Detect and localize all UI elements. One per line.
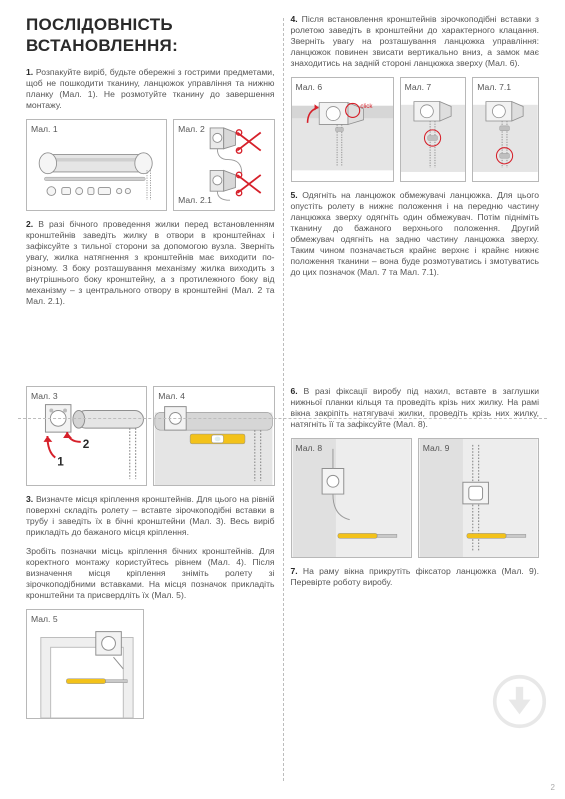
step-3-num: 3. [26, 494, 33, 504]
step-5: 5. Одягніть на ланцюжок обмежувачі ланцю… [291, 190, 540, 278]
figure-5: Мал. 5 [26, 609, 144, 719]
fig-row-8-9: Мал. 8 Мал. 9 [291, 438, 540, 558]
step-7: 7. На раму вікна прикрутіть фіксатор лан… [291, 566, 540, 588]
figure-21-label: Мал. 2.1 [178, 195, 212, 206]
step-1: 1. Розпакуйте виріб, будьте обережні з г… [26, 67, 275, 111]
figure-3: Мал. 3 2 1 [26, 386, 147, 486]
step-3a: 3. Визначте місця кріплення кронштейнів.… [26, 494, 275, 538]
figure-71-label: Мал. 7.1 [477, 82, 511, 93]
step-7-text: На раму вікна прикрутіть фіксатор ланцюж… [291, 566, 540, 587]
figure-7: Мал. 7 [400, 77, 467, 182]
svg-text:1: 1 [57, 456, 64, 469]
step-4: 4. Після встановлення кронштейнів зірочк… [291, 14, 540, 69]
fig-row-5: Мал. 5 [26, 609, 275, 719]
step-4-text: Після встановлення кронштейнів зірочкопо… [291, 14, 540, 68]
step-2-num: 2. [26, 219, 33, 229]
step-1-text: Розпакуйте виріб, будьте обережні з гост… [26, 67, 275, 110]
svg-text:2: 2 [83, 438, 90, 451]
step-4-num: 4. [291, 14, 298, 24]
figure-4: Мал. 4 [153, 386, 274, 486]
figure-3-label: Мал. 3 [31, 391, 58, 402]
fig-row-3-4: Мал. 3 2 1 [26, 386, 275, 486]
figure-5-svg [27, 610, 143, 718]
step-6-num: 6. [291, 386, 298, 396]
step-6-text: В разі фіксації виробу під нахил, вставт… [291, 386, 540, 429]
figure-8-svg [292, 439, 411, 557]
step-3b: Зробіть позначки місць кріплення бічних … [26, 546, 275, 601]
step-2: 2. В разі бічного проведення жилки перед… [26, 219, 275, 307]
figure-6: Мал. 6 click [291, 77, 394, 182]
figure-2: Мал. 2 Мал. 2.1 [173, 119, 274, 211]
figure-9-svg [419, 439, 538, 557]
figure-8-label: Мал. 8 [296, 443, 323, 454]
figure-1: Мал. 1 [26, 119, 167, 211]
step-5-text: Одягніть на ланцюжок обмежувачі ланцюжка… [291, 190, 540, 277]
col-bottom-left: Мал. 3 2 1 [18, 372, 283, 785]
col-top-right: 4. Після встановлення кронштейнів зірочк… [283, 14, 548, 372]
figure-6-label: Мал. 6 [296, 82, 323, 93]
figure-6-svg: click [292, 78, 393, 181]
figure-8: Мал. 8 [291, 438, 412, 558]
figure-2-label: Мал. 2 [178, 124, 205, 135]
figure-9-label: Мал. 9 [423, 443, 450, 454]
figure-1-label: Мал. 1 [31, 124, 58, 135]
figure-7-svg [401, 78, 466, 181]
watermark-icon [492, 674, 547, 729]
figure-9: Мал. 9 [418, 438, 539, 558]
step-1-num: 1. [26, 67, 33, 77]
step-7-num: 7. [291, 566, 298, 576]
figure-5-label: Мал. 5 [31, 614, 58, 625]
figure-71: Мал. 7.1 [472, 77, 539, 182]
step-3b-text: Зробіть позначки місць кріплення бічних … [26, 546, 275, 600]
step-5-num: 5. [291, 190, 298, 200]
step-3a-text: Визначте місця кріплення кронштейнів. Дл… [26, 494, 275, 537]
figure-4-label: Мал. 4 [158, 391, 185, 402]
vertical-divider [283, 18, 284, 781]
figure-7-label: Мал. 7 [405, 82, 432, 93]
step-2-text: В разі бічного проведення жилки перед вс… [26, 219, 275, 306]
page-number: 2 [551, 783, 555, 793]
step-6: 6. В разі фіксації виробу під нахил, вст… [291, 386, 540, 430]
page-title: ПОСЛІДОВНІСТЬ ВСТАНОВЛЕННЯ: [26, 14, 275, 57]
figure-71-svg [473, 78, 538, 181]
horizontal-divider [18, 418, 547, 419]
fig-row-6-7: Мал. 6 click [291, 77, 540, 182]
col-top-left: ПОСЛІДОВНІСТЬ ВСТАНОВЛЕННЯ: 1. Розпакуйт… [18, 14, 283, 372]
fig-row-1-2: Мал. 1 [26, 119, 275, 211]
click-label: click [360, 103, 373, 110]
